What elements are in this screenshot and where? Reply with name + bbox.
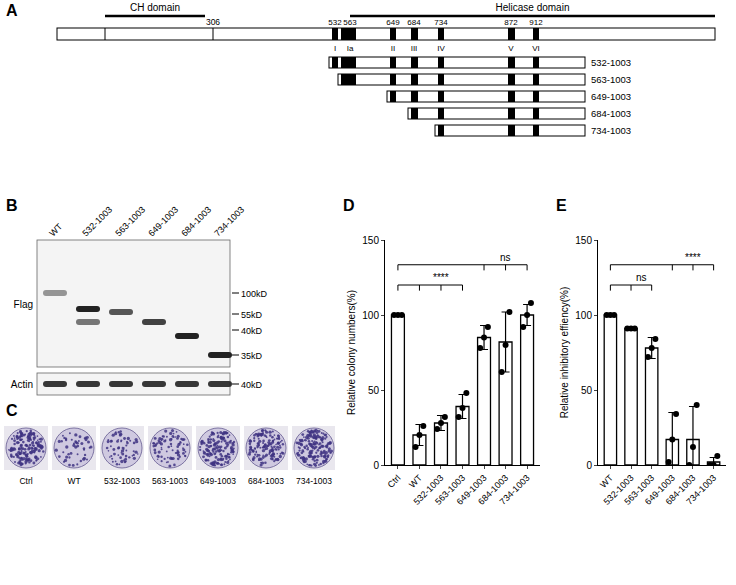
svg-text:Flag: Flag (14, 299, 33, 310)
svg-text:ns: ns (500, 252, 511, 263)
svg-text:ns: ns (636, 272, 647, 283)
svg-text:912: 912 (529, 18, 543, 27)
svg-text:100: 100 (362, 310, 379, 321)
svg-text:WT: WT (47, 221, 64, 238)
svg-text:734-1003: 734-1003 (498, 473, 532, 507)
svg-text:684-1003: 684-1003 (591, 108, 631, 119)
svg-text:100: 100 (575, 310, 592, 321)
svg-text:VI: VI (532, 44, 540, 53)
svg-text:532: 532 (328, 18, 342, 27)
svg-text:50: 50 (581, 385, 593, 396)
html-text:E: E (556, 197, 567, 214)
svg-text:532-1003: 532-1003 (80, 204, 114, 238)
svg-text:****: **** (685, 252, 701, 263)
svg-text:684-1003: 684-1003 (476, 473, 510, 507)
svg-text:734-1003: 734-1003 (212, 204, 246, 238)
svg-text:CH domain: CH domain (130, 2, 180, 13)
svg-text:0: 0 (373, 460, 379, 471)
svg-text:50: 50 (368, 385, 380, 396)
svg-text:IV: IV (437, 44, 445, 53)
svg-text:649-1003: 649-1003 (455, 473, 489, 507)
svg-text:40kD: 40kD (241, 380, 263, 390)
svg-text:A: A (6, 2, 18, 19)
svg-text:649-1003: 649-1003 (200, 476, 236, 486)
svg-text:684-1003: 684-1003 (664, 473, 698, 507)
svg-text:WT: WT (598, 472, 615, 489)
svg-text:563-1003: 563-1003 (152, 476, 188, 486)
svg-text:Ctrl: Ctrl (386, 473, 403, 490)
svg-text:532-1003: 532-1003 (104, 476, 140, 486)
svg-text:532-1003: 532-1003 (602, 473, 636, 507)
svg-text:55kD: 55kD (241, 310, 263, 320)
svg-text:532-1003: 532-1003 (591, 57, 631, 68)
svg-text:II: II (391, 44, 395, 53)
svg-text:563-1003: 563-1003 (622, 473, 656, 507)
svg-text:684: 684 (407, 18, 421, 27)
svg-text:563-1003: 563-1003 (113, 204, 147, 238)
svg-text:150: 150 (362, 235, 379, 246)
svg-text:649-1003: 649-1003 (591, 91, 631, 102)
svg-text:40kD: 40kD (241, 326, 263, 336)
svg-text:734-1003: 734-1003 (591, 125, 631, 136)
svg-text:563-1003: 563-1003 (433, 473, 467, 507)
svg-text:734-1003: 734-1003 (684, 473, 718, 507)
svg-text:684-1003: 684-1003 (179, 204, 213, 238)
svg-text:V: V (508, 44, 514, 53)
svg-text:C: C (6, 402, 18, 419)
svg-text:Ia: Ia (347, 44, 354, 53)
svg-text:B: B (6, 197, 18, 214)
svg-text:Actin: Actin (11, 379, 33, 390)
svg-text:649-1003: 649-1003 (643, 473, 677, 507)
html-text:D: D (343, 197, 355, 214)
svg-text:WT: WT (67, 476, 80, 486)
svg-text:649: 649 (386, 18, 400, 27)
svg-text:734-1003: 734-1003 (296, 476, 332, 486)
svg-text:100kD: 100kD (241, 289, 268, 299)
svg-text:150: 150 (575, 235, 592, 246)
svg-text:III: III (411, 44, 418, 53)
svg-text:Relative inhibitory effiency(%: Relative inhibitory effiency(%) (559, 287, 570, 419)
svg-text:Relative colony numbers(%): Relative colony numbers(%) (346, 290, 357, 415)
svg-text:Ctrl: Ctrl (19, 476, 32, 486)
svg-text:532-1003: 532-1003 (412, 473, 446, 507)
svg-text:563: 563 (343, 18, 357, 27)
svg-text:872: 872 (504, 18, 518, 27)
svg-text:Helicase domain: Helicase domain (496, 2, 570, 13)
svg-text:WT: WT (407, 472, 424, 489)
svg-text:306: 306 (206, 17, 220, 27)
svg-text:35kD: 35kD (241, 351, 263, 361)
svg-text:684-1003: 684-1003 (248, 476, 284, 486)
svg-text:0: 0 (586, 460, 592, 471)
svg-text:734: 734 (434, 18, 448, 27)
svg-text:I: I (334, 44, 336, 53)
svg-text:563-1003: 563-1003 (591, 74, 631, 85)
svg-text:****: **** (433, 272, 449, 283)
svg-text:649-1003: 649-1003 (146, 204, 180, 238)
